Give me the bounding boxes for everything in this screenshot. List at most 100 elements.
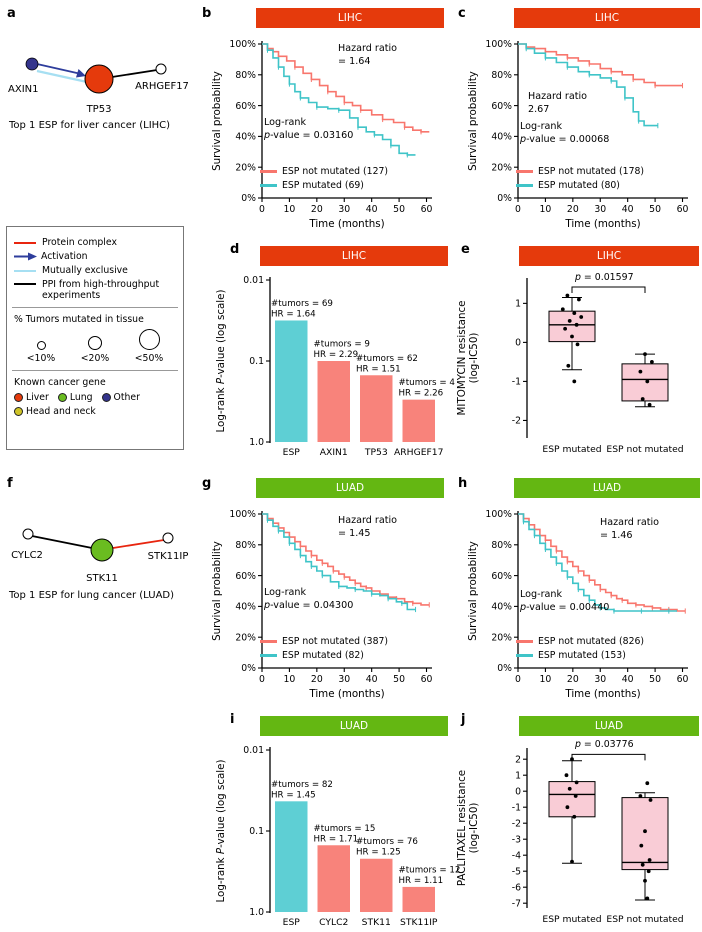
panel-letter-h: h	[458, 476, 468, 491]
panel-j-title: LUAD	[519, 716, 699, 736]
svg-text:Time (months): Time (months)	[308, 218, 384, 230]
svg-text:ESP not mutated: ESP not mutated	[606, 444, 683, 455]
svg-text:-2: -2	[512, 818, 521, 829]
logrank-annotation: Log-rank p-value = 0.00068	[520, 121, 610, 145]
node-tp53	[84, 64, 114, 94]
svg-text:1: 1	[515, 770, 521, 781]
box-plot-j: -7 -6 -5 -4 -3 -2 -1 0 1 2 ESP mutated ESP not muta…	[512, 748, 684, 925]
svg-text:1.0: 1.0	[249, 907, 264, 918]
svg-text:40: 40	[366, 674, 378, 685]
panel-d-title: LIHC	[260, 246, 448, 266]
km-plot-b: 0% 20% 40% 60% 80% 100% 0 10 20 30 40 50 60 Time (mon…	[229, 39, 432, 230]
svg-text:40%: 40%	[235, 132, 256, 143]
svg-text:100%: 100%	[485, 509, 512, 520]
lung-dot-icon	[57, 393, 67, 402]
svg-text:60%: 60%	[235, 101, 256, 112]
p-value-label: p = 0.01597	[575, 272, 634, 283]
svg-text:50: 50	[393, 204, 405, 215]
svg-text:80%: 80%	[235, 70, 256, 81]
panel-b-title: LIHC	[256, 8, 444, 28]
panel-letter-f: f	[7, 476, 13, 491]
activation-arrow-icon	[14, 252, 37, 261]
svg-text:-1: -1	[512, 802, 521, 813]
svg-text:30: 30	[338, 674, 350, 685]
y-axis-label: Log-rank P-value (log scale)	[215, 759, 227, 903]
node-label-arhgef17: ARHGEF17	[135, 81, 189, 92]
svg-text:20%: 20%	[491, 162, 512, 173]
svg-text:60: 60	[677, 204, 689, 215]
svg-text:0%: 0%	[497, 663, 512, 674]
svg-text:0%: 0%	[241, 193, 256, 204]
svg-text:10: 10	[539, 204, 551, 215]
mutually-exclusive-edge	[36, 69, 88, 84]
hazard-ratio-annotation: Hazard ratio = 1.45	[338, 515, 398, 539]
panel-g-title: LUAD	[256, 478, 444, 498]
node-label-tp53: TP53	[86, 104, 112, 115]
node-stk11ip	[162, 532, 174, 544]
svg-text:0: 0	[515, 674, 521, 685]
panel-f-caption: Top 1 ESP for lung cancer (LUAD)	[9, 590, 175, 601]
key-ppi: PPI from high-throughput experiments	[14, 279, 176, 301]
svg-text:0: 0	[515, 204, 521, 215]
svg-text:20%: 20%	[491, 632, 512, 643]
svg-text:#tumors = 62: #tumors = 62	[356, 354, 418, 364]
svg-text:20: 20	[311, 204, 323, 215]
svg-text:60: 60	[677, 674, 689, 685]
y-axis-label: PACLITAXEL resistance (log-IC50)	[456, 769, 480, 887]
svg-text:10: 10	[539, 674, 551, 685]
svg-text:HR = 2.29: HR = 2.29	[314, 350, 359, 360]
not-mutated-line-swatch	[260, 639, 277, 643]
mutated-line-swatch	[260, 653, 277, 657]
svg-text:HR = 1.51: HR = 1.51	[356, 364, 401, 374]
svg-text:-3: -3	[512, 834, 521, 845]
svg-text:0.01: 0.01	[243, 275, 264, 286]
km-plot-c: 0% 20% 40% 60% 80% 100% 0 10 20 30 40 50 60 Time (mon…	[485, 39, 689, 230]
protein-complex-edge	[112, 539, 165, 549]
svg-text:80%: 80%	[491, 70, 512, 81]
svg-text:30: 30	[594, 204, 606, 215]
activation-edge	[36, 63, 80, 75]
svg-text:#tumors = 76: #tumors = 76	[356, 837, 418, 847]
svg-text:TP53: TP53	[364, 447, 388, 458]
svg-text:40: 40	[366, 204, 378, 215]
svg-text:-5: -5	[512, 866, 521, 877]
svg-text:0.1: 0.1	[249, 356, 264, 367]
panel-d: d LIHC Log-rank P-value (log scale) 0.01…	[204, 240, 455, 470]
panel-b: b LIHC Survival probability 0% 20% 40% 60% 8…	[200, 2, 455, 239]
panel-letter-g: g	[202, 476, 212, 491]
circle-medium-icon	[88, 336, 102, 350]
svg-text:60%: 60%	[491, 571, 512, 582]
ppi-edge	[31, 535, 93, 549]
svg-text:ESP mutated: ESP mutated	[542, 444, 601, 455]
svg-text:HR = 1.11: HR = 1.11	[399, 876, 444, 886]
panel-letter-b: b	[202, 6, 212, 21]
svg-text:40%: 40%	[235, 602, 256, 613]
mutually-exclusive-line-icon	[14, 269, 36, 272]
svg-text:100%: 100%	[229, 39, 256, 50]
svg-text:HR = 1.25: HR = 1.25	[356, 848, 401, 858]
svg-text:100%: 100%	[229, 509, 256, 520]
logrank-annotation: Log-rank p-value = 0.00440	[520, 589, 610, 613]
svg-text:40%: 40%	[491, 132, 512, 143]
panel-a: a AXIN1 TP53 ARHGEF17 Top 1 ESP for live…	[5, 2, 200, 162]
y-axis-label: Survival probability	[467, 541, 479, 641]
y-axis-label: Survival probability	[211, 71, 223, 171]
liver-dot-icon	[14, 393, 23, 402]
ppi-edge	[111, 69, 158, 78]
svg-text:1: 1	[515, 299, 521, 310]
svg-text:-2: -2	[512, 416, 521, 427]
svg-text:0%: 0%	[241, 663, 256, 674]
gene-color-row: Liver Lung Other	[14, 392, 176, 403]
svg-text:30: 30	[594, 674, 606, 685]
svg-text:0: 0	[515, 338, 521, 349]
key-protein-complex: Protein complex	[14, 237, 176, 248]
svg-text:100%: 100%	[485, 39, 512, 50]
panel-c: c LIHC Survival probability 0% 20% 40% 60% 8…	[452, 2, 702, 239]
node-arhgef17	[155, 63, 167, 75]
svg-text:ESP mutated: ESP mutated	[542, 914, 601, 925]
svg-text:-6: -6	[512, 882, 521, 893]
km-plot-g: 0% 20% 40% 60% 80% 100% 0 10 20 30 40 50 60 Time (mon…	[229, 509, 432, 700]
svg-text:ESP: ESP	[283, 447, 301, 458]
svg-text:STK11IP: STK11IP	[400, 917, 438, 928]
